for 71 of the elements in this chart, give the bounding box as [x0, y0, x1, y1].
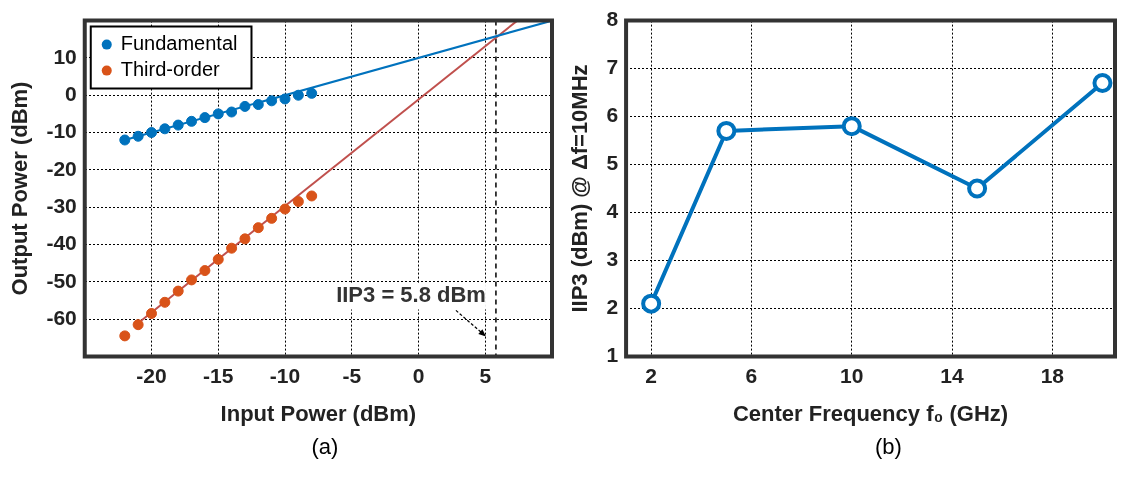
y-tick-label: 2	[606, 295, 619, 319]
point	[239, 100, 251, 112]
point	[159, 123, 171, 135]
point	[967, 178, 988, 199]
point	[641, 293, 662, 314]
point	[1092, 72, 1113, 93]
y-axis-title: IIP3 (dBm) @ Δf=10MHz	[567, 64, 593, 313]
point	[292, 196, 304, 208]
y-tick-label: -20	[46, 156, 77, 180]
point	[279, 203, 291, 215]
point	[841, 116, 862, 137]
ref-line-label: IIP3 = 5.8 dBm	[336, 282, 486, 308]
x-tick-label: 10	[840, 363, 864, 387]
point	[172, 119, 184, 131]
text: (a)	[310, 434, 340, 460]
y-tick-label: 3	[606, 247, 619, 271]
x-axis-title: Input Power (dBm)	[220, 400, 417, 426]
point	[226, 106, 238, 118]
x-tick-label: 14	[940, 363, 965, 387]
y-tick-label: 5	[606, 151, 619, 175]
y-tick-label: 0	[65, 82, 77, 106]
point	[199, 112, 211, 124]
x-tick-label: 2	[645, 363, 657, 387]
x-axis-title: Center Frequency f₀ (GHz)	[732, 400, 1009, 426]
x-tick-label: -10	[269, 363, 301, 387]
point	[226, 242, 238, 254]
x-tick-label: -5	[342, 363, 362, 387]
y-tick-label: 7	[606, 55, 619, 79]
point	[172, 285, 184, 297]
x-tick-label: -15	[203, 363, 234, 387]
point	[186, 274, 198, 286]
y-tick-label: -30	[46, 193, 77, 217]
point	[306, 190, 318, 202]
point	[119, 330, 131, 342]
x-tick-label: 5	[479, 363, 492, 387]
point	[306, 87, 318, 99]
point	[186, 115, 198, 127]
point	[199, 265, 211, 277]
point	[119, 134, 131, 146]
point	[279, 93, 291, 105]
y-axis-title: Output Power (dBm)	[7, 81, 33, 296]
y-tick-label: -40	[46, 231, 77, 255]
point	[266, 95, 278, 107]
text: (b)	[874, 434, 903, 460]
x-tick-label: 0	[412, 363, 425, 387]
y-tick-label: 10	[53, 44, 77, 68]
point	[239, 233, 251, 245]
y-tick-label: 8	[606, 7, 619, 31]
y-tick-label: 4	[606, 199, 619, 223]
point	[146, 307, 157, 319]
x-tick-label: 18	[1040, 363, 1065, 387]
point	[252, 222, 264, 234]
point	[132, 319, 144, 331]
point	[266, 212, 278, 224]
y-tick-label: 6	[606, 103, 619, 127]
legend-label: Fundamental	[120, 32, 238, 55]
legend-label: Third-order	[120, 58, 221, 81]
point	[146, 127, 157, 139]
point	[252, 99, 264, 111]
point	[132, 130, 144, 142]
y-tick-label: -10	[46, 119, 77, 143]
x-tick-label: -20	[136, 363, 167, 387]
point	[716, 120, 737, 141]
y-tick-label: -50	[46, 268, 77, 292]
y-tick-label: -60	[46, 305, 77, 329]
y-tick-label: 1	[606, 343, 619, 367]
x-tick-label: 6	[745, 363, 758, 387]
point	[292, 89, 304, 101]
point	[212, 108, 224, 120]
point	[159, 296, 171, 308]
point	[212, 253, 224, 265]
